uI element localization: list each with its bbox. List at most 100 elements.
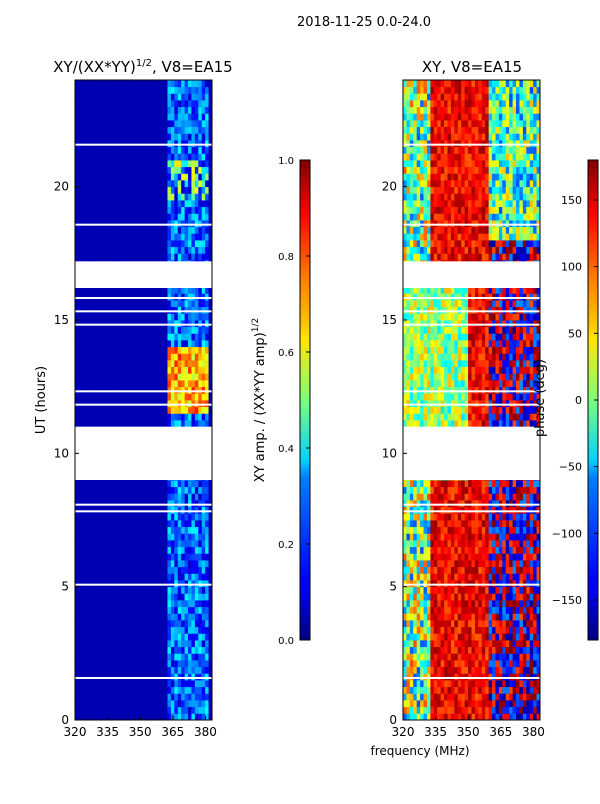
- heatmap-cell: [147, 687, 151, 694]
- heatmap-cell: [489, 680, 493, 687]
- heatmap-cell: [89, 213, 93, 220]
- heatmap-cell: [157, 707, 161, 714]
- heatmap-cell: [147, 120, 151, 127]
- heatmap-cell: [171, 420, 175, 427]
- heatmap-cell: [202, 553, 206, 560]
- heatmap-cell: [154, 713, 158, 720]
- heatmap-cell: [506, 573, 510, 580]
- heatmap-cell: [478, 653, 482, 660]
- heatmap-cell: [178, 353, 182, 360]
- heatmap-cell: [147, 587, 151, 594]
- heatmap-cell: [489, 567, 493, 574]
- heatmap-cell: [171, 100, 175, 107]
- heatmap-cell: [198, 120, 202, 127]
- heatmap-cell: [185, 233, 189, 240]
- heatmap-cell: [167, 347, 171, 354]
- heatmap-cell: [492, 653, 496, 660]
- heatmap-cell: [437, 647, 441, 654]
- heatmap-cell: [198, 547, 202, 554]
- heatmap-cell: [89, 340, 93, 347]
- heatmap-cell: [430, 560, 434, 567]
- heatmap-cell: [157, 613, 161, 620]
- heatmap-cell: [164, 520, 168, 527]
- heatmap-cell: [185, 607, 189, 614]
- heatmap-cell: [526, 700, 530, 707]
- heatmap-cell: [171, 553, 175, 560]
- heatmap-cell: [205, 653, 209, 660]
- heatmap-cell: [133, 167, 137, 174]
- y-tick-label: 20: [54, 180, 69, 194]
- heatmap-cell: [181, 560, 185, 567]
- heatmap-cell: [116, 500, 120, 507]
- heatmap-cell: [198, 653, 202, 660]
- heatmap-cell: [195, 340, 199, 347]
- heatmap-cell: [92, 587, 96, 594]
- heatmap-cell: [164, 173, 168, 180]
- heatmap-cell: [195, 560, 199, 567]
- heatmap-cell: [109, 533, 113, 540]
- heatmap-cell: [167, 627, 171, 634]
- heatmap-cell: [123, 240, 127, 247]
- heatmap-cell: [96, 367, 100, 374]
- heatmap-cell: [147, 487, 151, 494]
- heatmap-cell: [126, 653, 130, 660]
- heatmap-cell: [82, 193, 86, 200]
- heatmap-cell: [137, 240, 141, 247]
- heatmap-cell: [85, 193, 89, 200]
- heatmap-cell: [178, 607, 182, 614]
- heatmap-cell: [96, 240, 100, 247]
- heatmap-cell: [144, 113, 148, 120]
- heatmap-cell: [113, 247, 117, 254]
- heatmap-cell: [102, 147, 106, 154]
- heatmap-cell: [417, 707, 421, 714]
- heatmap-cell: [495, 613, 499, 620]
- heatmap-cell: [96, 487, 100, 494]
- heatmap-cell: [205, 533, 209, 540]
- heatmap-cell: [181, 593, 185, 600]
- heatmap-cell: [468, 693, 472, 700]
- heatmap-cell: [195, 220, 199, 227]
- heatmap-cell: [185, 687, 189, 694]
- heatmap-cell: [164, 313, 168, 320]
- heatmap-cell: [130, 407, 134, 414]
- heatmap-cell: [174, 627, 178, 634]
- heatmap-cell: [495, 660, 499, 667]
- heatmap-cell: [113, 140, 117, 147]
- heatmap-cell: [413, 540, 417, 547]
- heatmap-cell: [188, 587, 192, 594]
- heatmap-cell: [150, 673, 154, 680]
- heatmap-cell: [188, 253, 192, 260]
- heatmap-cell: [157, 307, 161, 314]
- heatmap-cell: [113, 200, 117, 207]
- heatmap-cell: [130, 373, 134, 380]
- heatmap-cell: [144, 673, 148, 680]
- heatmap-cell: [82, 593, 86, 600]
- heatmap-cell: [147, 140, 151, 147]
- heatmap-cell: [164, 87, 168, 94]
- heatmap-cell: [519, 687, 523, 694]
- heatmap-cell: [157, 680, 161, 687]
- heatmap-cell: [424, 667, 428, 674]
- heatmap-cell: [185, 500, 189, 507]
- heatmap-cell: [82, 327, 86, 334]
- heatmap-cell: [513, 580, 517, 587]
- heatmap-cell: [489, 693, 493, 700]
- heatmap-cell: [178, 680, 182, 687]
- heatmap-cell: [448, 573, 452, 580]
- heatmap-cell: [102, 227, 106, 234]
- heatmap-cell: [154, 207, 158, 214]
- heatmap-cell: [174, 593, 178, 600]
- heatmap-cell: [85, 113, 89, 120]
- heatmap-cell: [188, 327, 192, 334]
- heatmap-cell: [130, 633, 134, 640]
- heatmap-cell: [75, 113, 79, 120]
- heatmap-cell: [161, 607, 165, 614]
- heatmap-cell: [96, 580, 100, 587]
- heatmap-cell: [85, 613, 89, 620]
- heatmap-cell: [126, 547, 130, 554]
- heatmap-cell: [113, 227, 117, 234]
- heatmap-cell: [489, 667, 493, 674]
- heatmap-cell: [78, 180, 82, 187]
- heatmap-cell: [102, 680, 106, 687]
- heatmap-cell: [188, 707, 192, 714]
